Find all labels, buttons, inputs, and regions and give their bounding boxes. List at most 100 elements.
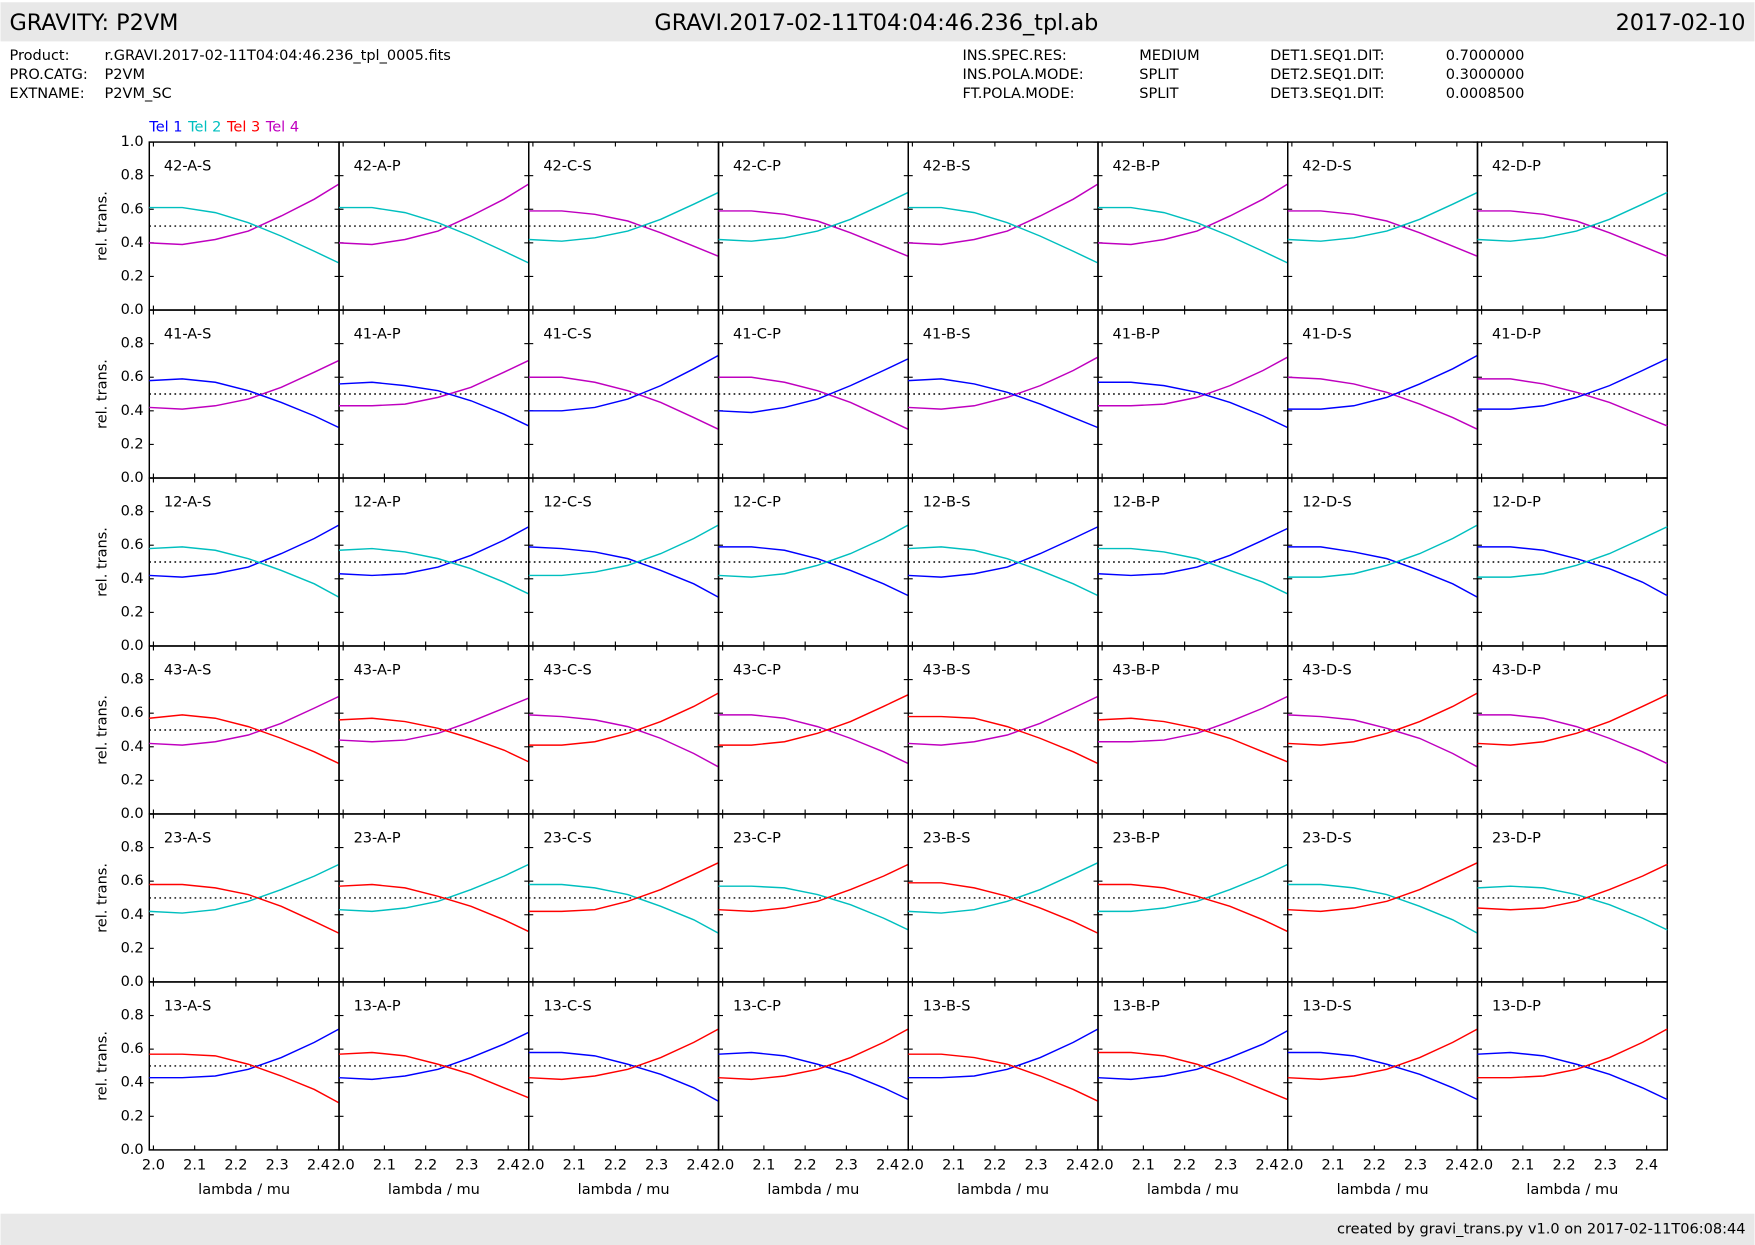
y-tick-label: 0.0 [121,806,144,822]
series-line [149,863,340,914]
y-tick-label: 0.2 [121,940,144,956]
y-tick-label: 0.0 [121,974,144,990]
x-tick-label: 2.1 [942,1158,965,1174]
x-axis-label: lambda / mu [1337,1182,1429,1198]
series-line [908,695,1099,746]
series-line [1477,885,1668,931]
y-tick-label: 0.2 [121,436,144,452]
panel-title: 12-B-P [1113,495,1160,511]
x-tick-label: 2.2 [794,1158,817,1174]
panel-title: 43-D-P [1492,663,1541,679]
header-title: GRAVITY: P2VM [9,10,178,36]
y-axis-label: rel. trans. [94,359,110,429]
panel-title: 12-D-P [1492,495,1541,511]
series-line [528,376,719,430]
x-tick-label: 2.1 [563,1158,586,1174]
panel-title: 43-B-S [923,663,971,679]
y-tick-label: 0.6 [121,537,144,553]
info-key: DET1.SEQ1.DIT: [1270,48,1384,64]
y-tick-label: 0.4 [121,1075,144,1091]
panel-title: 13-A-P [354,999,401,1015]
series-line [149,524,340,578]
x-tick-label: 2.0 [1280,1158,1303,1174]
y-tick-label: 0.4 [121,571,144,587]
x-axis-label: lambda / mu [957,1182,1049,1198]
series-line [528,210,719,257]
panel-title: 43-D-S [1302,663,1351,679]
series-line [908,1053,1099,1102]
panel-title: 13-A-S [164,999,212,1015]
series-line [528,524,719,577]
y-tick-label: 0.4 [121,739,144,755]
y-axis-label: rel. trans. [94,1031,110,1101]
panel-title: 41-B-S [923,327,971,343]
y-tick-label: 0.6 [121,1041,144,1057]
y-tick-label: 0.6 [121,873,144,889]
panel-title: 13-D-S [1302,999,1351,1015]
x-tick-label: 2.3 [645,1158,668,1174]
panel-title: 42-C-S [543,159,591,175]
x-tick-label: 2.1 [183,1158,206,1174]
x-tick-label: 2.2 [414,1158,437,1174]
header-bar [0,2,1755,42]
series-line [718,714,909,765]
header-file: GRAVI.2017-02-11T04:04:46.236_tpl.ab [654,10,1098,36]
series-line [339,206,530,264]
x-tick-label: 2.4 [1256,1158,1279,1174]
series-line [339,547,530,595]
series-line [149,883,340,934]
series-line [718,1051,909,1101]
series-line [528,1051,719,1102]
panel-title: 23-B-S [923,831,971,847]
panel-title: 42-D-S [1302,159,1351,175]
y-tick-label: 0.8 [121,840,144,856]
series-line [1097,183,1289,246]
series-line [149,714,340,765]
panel-title: 42-D-P [1492,159,1541,175]
series-line [1477,714,1668,765]
series-line [339,863,530,913]
panel-title: 42-A-P [354,159,401,175]
series-line [1287,210,1478,257]
y-tick-label: 0.6 [121,369,144,385]
y-tick-label: 0.8 [121,672,144,688]
panel-title: 43-B-P [1113,663,1160,679]
x-axis-label: lambda / mu [198,1182,290,1198]
series-line [528,692,719,746]
series-line [149,1028,340,1079]
series-line [1287,1051,1478,1101]
series-line [1287,546,1478,598]
x-tick-label: 2.3 [1025,1158,1048,1174]
series-line [718,863,909,913]
y-tick-label: 0.0 [121,638,144,654]
x-tick-label: 2.0 [711,1158,734,1174]
panel-title: 43-A-S [164,663,212,679]
series-line [1287,692,1478,746]
series-line [339,1051,530,1099]
y-tick-label: 0.4 [121,907,144,923]
panel-title: 13-D-P [1492,999,1541,1015]
series-line [149,1053,340,1104]
x-tick-label: 2.1 [1132,1158,1155,1174]
x-tick-label: 2.4 [307,1158,330,1174]
series-line [149,695,340,746]
series-line [1097,717,1289,763]
x-tick-label: 2.4 [686,1158,709,1174]
x-axis-label: lambda / mu [1147,1182,1239,1198]
legend-entry: Tel 1 [148,120,182,136]
info-value: MEDIUM [1139,48,1199,64]
y-tick-label: 0.8 [121,336,144,352]
series-line [149,359,340,410]
y-tick-label: 0.8 [121,504,144,520]
x-tick-label: 2.3 [835,1158,858,1174]
info-key: PRO.CATG: [9,67,87,83]
panel-title: 23-C-P [733,831,781,847]
series-line [528,862,719,913]
info-key: Product: [9,48,69,64]
x-tick-label: 2.2 [1363,1158,1386,1174]
x-tick-label: 2.4 [1066,1158,1089,1174]
panel-title: 43-A-P [354,663,401,679]
series-line [528,1028,719,1081]
panel-title: 12-B-S [923,495,971,511]
x-tick-label: 2.4 [1635,1158,1658,1174]
